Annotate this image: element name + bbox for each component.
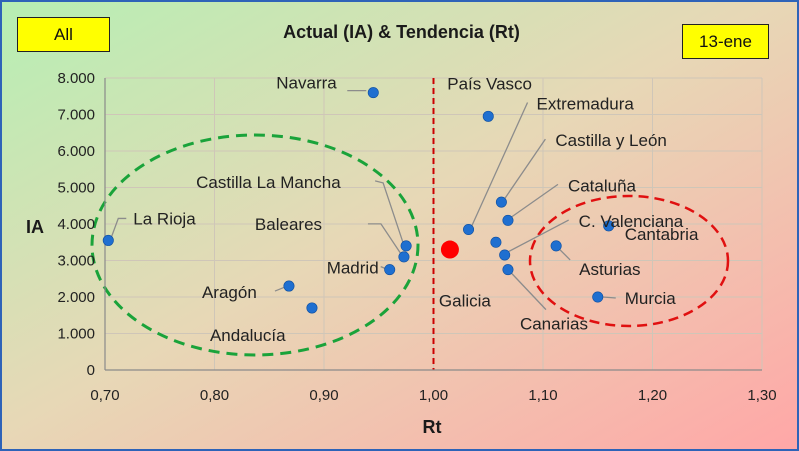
y-tick-label: 4.000	[57, 216, 95, 233]
point-label: Castilla y León	[555, 131, 667, 150]
y-axis-title: IA	[26, 217, 44, 237]
cluster-ellipses	[90, 133, 730, 357]
y-tick-label: 2.000	[57, 289, 95, 306]
point-label: C. Valenciana	[579, 212, 684, 231]
data-point	[550, 240, 562, 252]
point-label: Canarias	[520, 315, 588, 334]
leader-line	[510, 183, 559, 218]
x-tick-label: 0,80	[200, 387, 229, 404]
leader-line	[602, 296, 616, 299]
x-axis-title: Rt	[423, 417, 442, 437]
chart-title: Actual (IA) & Tendencia (Rt)	[283, 22, 520, 42]
y-tick-label: 1.000	[57, 326, 95, 343]
point-labels: Navarra País Vasco Extremadura Castilla y L…	[133, 74, 699, 345]
y-tick-label: 6.000	[57, 143, 95, 160]
data-point	[384, 264, 396, 276]
data-point	[283, 280, 295, 292]
leader-line	[367, 223, 402, 255]
point-label: Aragón	[202, 283, 257, 302]
data-point	[367, 87, 379, 99]
point-label: Navarra	[276, 74, 337, 93]
x-tick-labels: 0,70 0,80 0,90 1,00 1,10 1,20 1,30	[90, 387, 776, 404]
leader-line	[510, 272, 547, 311]
high-rt-cluster-ellipse	[528, 194, 730, 328]
x-tick-label: 1,30	[747, 387, 776, 404]
data-point	[592, 291, 604, 303]
point-label: País Vasco	[447, 74, 532, 93]
data-point	[502, 214, 514, 226]
leader-lines	[110, 89, 616, 311]
leader-line	[374, 180, 404, 244]
leader-line	[507, 219, 569, 253]
data-point	[482, 110, 494, 122]
highlight-point	[440, 240, 459, 259]
x-tick-label: 1,10	[528, 387, 557, 404]
leader-line	[110, 217, 127, 238]
point-label: Cataluña	[568, 176, 637, 195]
axes	[104, 78, 762, 371]
point-label: Andalucía	[210, 326, 286, 345]
leader-line	[503, 138, 546, 200]
x-tick-label: 0,90	[309, 387, 338, 404]
point-label: Asturias	[579, 260, 640, 279]
data-point	[398, 251, 410, 263]
x-tick-label: 0,70	[90, 387, 119, 404]
data-point	[495, 196, 507, 208]
data-point	[463, 223, 475, 235]
data-point	[306, 302, 318, 314]
group-tag: All	[17, 17, 110, 52]
data-point	[502, 264, 514, 276]
y-tick-label: 5.000	[57, 180, 95, 197]
point-label: Baleares	[255, 215, 322, 234]
y-tick-label: 8.000	[57, 70, 95, 87]
point-label: Galicia	[439, 291, 492, 310]
point-label: Cantabria	[625, 225, 699, 244]
y-tick-labels: 0 1.000 2.000 3.000 4.000 5.000 6.000 7.000 8.00…	[57, 70, 95, 379]
y-tick-label: 7.000	[57, 107, 95, 124]
point-label: Extremadura	[537, 94, 635, 113]
leader-line	[558, 248, 571, 261]
point-label: Madrid	[327, 259, 379, 278]
data-point	[499, 249, 511, 261]
x-tick-label: 1,00	[419, 387, 448, 404]
leader-line	[274, 286, 286, 292]
low-rt-cluster-ellipse	[90, 133, 420, 357]
data-points	[102, 87, 615, 314]
point-label: Castilla La Mancha	[196, 173, 341, 192]
y-tick-label: 0	[87, 362, 95, 379]
data-point	[490, 236, 502, 248]
data-point	[102, 234, 114, 246]
point-label: Murcia	[625, 289, 677, 308]
y-tick-label: 3.000	[57, 253, 95, 270]
point-label: La Rioja	[133, 209, 196, 228]
date-tag: 13-ene	[682, 24, 769, 59]
data-point	[603, 220, 615, 232]
leader-line	[470, 102, 529, 227]
x-tick-label: 1,20	[638, 387, 667, 404]
data-point	[400, 240, 412, 252]
